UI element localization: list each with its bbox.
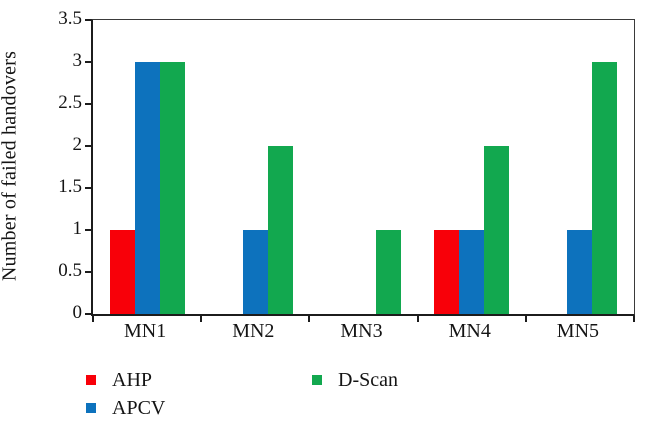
legend-swatch-apcv (86, 403, 96, 413)
x-tick-label-mn4: MN4 (448, 320, 491, 342)
bar-slot-d-scan-mn3 (376, 230, 401, 314)
bar-group-mn5 (526, 20, 634, 314)
legend-item-apcv: APCV (86, 394, 312, 422)
legend-column-1: D-Scan (312, 366, 398, 422)
x-tick-label-mn2: MN2 (232, 320, 275, 342)
legend-item-ahp: AHP (86, 366, 312, 394)
bar-ahp-mn4 (434, 230, 460, 314)
bar-d-scan-mn5 (592, 62, 618, 314)
bar-slot-d-scan-mn5 (592, 62, 618, 314)
y-tick-mark-2 (85, 145, 91, 147)
x-tick-label-mn3: MN3 (340, 320, 383, 342)
bar-slot-ahp-mn4 (434, 230, 460, 314)
legend-column-0: AHP APCV (86, 366, 312, 422)
y-tick-label-1.5: 1.5 (58, 176, 82, 197)
bar-slot-apcv-mn5 (567, 230, 593, 314)
y-tick-mark-0 (85, 313, 91, 315)
y-tick-label-3: 3 (72, 50, 83, 71)
y-tick-label-2: 2 (72, 134, 83, 155)
x-tick-mark-1 (200, 316, 203, 322)
bar-apcv-mn5 (567, 230, 593, 314)
bar-ahp-mn1 (109, 230, 135, 314)
bar-group-mn4 (418, 20, 526, 314)
bar-slot-apcv-mn2 (242, 230, 268, 314)
bar-slot-d-scan-mn2 (267, 146, 293, 314)
y-axis-tick-labels: 0 0.5 1 1.5 2 2.5 3 3.5 (36, 8, 83, 323)
y-axis-title: Number of failed handovers (0, 50, 21, 282)
y-tick-label-0: 0 (72, 302, 83, 323)
y-tick-label-2.5: 2.5 (58, 92, 82, 113)
x-tick-mark-4 (524, 316, 527, 322)
legend-label-d-scan: D-Scan (338, 368, 398, 391)
bar-apcv-mn2 (242, 230, 268, 314)
y-tick-label-0.5: 0.5 (58, 260, 82, 281)
bar-d-scan-mn2 (267, 146, 293, 314)
bar-apcv-mn4 (459, 230, 485, 314)
y-tick-mark-3 (85, 61, 91, 63)
legend-label-apcv: APCV (112, 396, 166, 419)
x-tick-mark-0 (92, 316, 94, 322)
x-tick-mark-2 (308, 316, 311, 322)
x-axis-tick-labels: MN1 MN2 MN3 MN4 MN5 (91, 320, 632, 343)
bar-slot-d-scan-mn1 (159, 62, 185, 314)
legend: AHP APCV D-Scan (86, 366, 398, 422)
x-tick-label-mn5: MN5 (556, 320, 600, 342)
y-tick-mark-0.5 (85, 271, 91, 273)
y-tick-mark-3.5 (85, 19, 91, 21)
x-tick-mark-3 (416, 316, 419, 322)
bar-d-scan-mn1 (159, 62, 185, 314)
y-tick-mark-1 (85, 229, 91, 231)
bar-group-mn1 (93, 20, 201, 314)
y-tick-mark-2.5 (85, 103, 91, 105)
x-tick-mark-5 (633, 316, 635, 322)
bar-apcv-mn1 (134, 62, 160, 314)
legend-swatch-ahp (86, 375, 96, 385)
bar-d-scan-mn4 (484, 146, 510, 314)
legend-label-ahp: AHP (112, 368, 153, 391)
plot-area (85, 19, 635, 322)
x-tick-label-mn1: MN1 (123, 320, 167, 342)
bar-d-scan-mn3 (376, 230, 401, 314)
bar-slot-apcv-mn1 (134, 62, 160, 314)
y-tick-mark-1.5 (85, 187, 91, 189)
y-tick-label-1: 1 (72, 218, 83, 239)
legend-item-d-scan: D-Scan (312, 366, 398, 394)
y-tick-label-3.5: 3.5 (58, 8, 82, 29)
bar-slot-d-scan-mn4 (484, 146, 510, 314)
bar-group-mn2 (201, 20, 309, 314)
bar-groups (93, 20, 634, 314)
bar-slot-ahp-mn1 (109, 230, 135, 314)
bar-group-mn3 (309, 20, 417, 314)
bar-slot-apcv-mn4 (459, 230, 485, 314)
legend-swatch-d-scan (312, 375, 322, 385)
